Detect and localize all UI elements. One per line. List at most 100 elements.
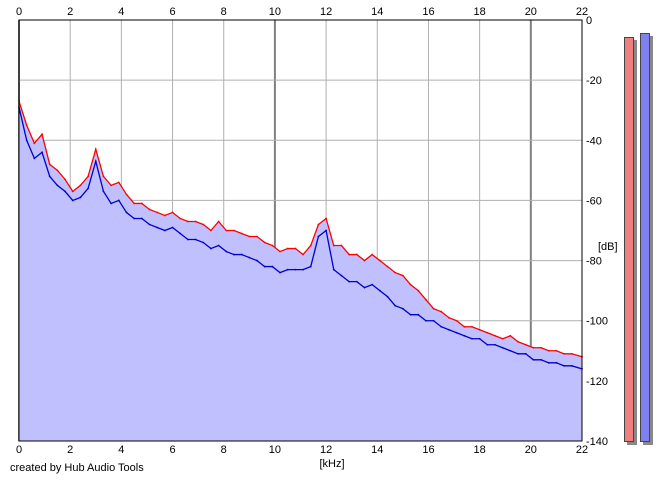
x-tick-label-top: 2 — [67, 6, 73, 18]
data-point-right — [48, 175, 51, 178]
data-point-right — [509, 349, 512, 352]
data-point-right — [210, 247, 212, 250]
data-point-left — [524, 343, 527, 346]
data-point-right — [501, 346, 504, 349]
x-tick-label-top: 14 — [371, 6, 383, 18]
data-point-right — [394, 304, 397, 307]
data-point-right — [41, 151, 43, 154]
x-tick-label-bottom: 6 — [169, 444, 175, 456]
data-point-right — [248, 256, 251, 259]
data-point-left — [148, 208, 151, 211]
data-point-right — [79, 196, 82, 199]
data-point-left — [401, 274, 404, 277]
data-point-left — [110, 184, 113, 187]
data-point-right — [563, 364, 565, 367]
x-tick-label-top: 10 — [269, 6, 281, 18]
data-point-right — [570, 364, 573, 367]
data-point-right — [455, 331, 458, 334]
x-tick-label-bottom: 10 — [269, 444, 281, 456]
x-tick-label-top: 20 — [525, 6, 537, 18]
x-tick-label-bottom: 22 — [576, 444, 588, 456]
data-point-right — [194, 238, 197, 241]
data-point-left — [48, 163, 51, 166]
data-point-left — [87, 175, 89, 178]
data-point-right — [117, 199, 120, 202]
data-point-left — [71, 190, 74, 193]
y-tick-label: -80 — [586, 256, 602, 268]
data-point-right — [156, 226, 159, 229]
y-tick-label: -100 — [586, 316, 608, 328]
data-point-left — [394, 271, 397, 274]
data-point-left — [202, 223, 205, 226]
right-level-meter — [640, 32, 650, 442]
data-point-left — [325, 217, 327, 220]
y-unit-label: [dB] — [598, 241, 618, 253]
y-tick-label: -20 — [586, 75, 602, 87]
data-point-left — [33, 142, 36, 145]
data-point-right — [547, 361, 550, 364]
series-layer — [18, 100, 583, 370]
data-point-left — [517, 340, 519, 343]
data-point-left — [486, 331, 489, 334]
data-point-right — [271, 265, 274, 268]
data-point-right — [401, 307, 404, 310]
credit-text: created by Hub Audio Tools — [10, 462, 144, 474]
data-point-left — [478, 328, 481, 331]
data-point-left — [263, 241, 266, 244]
data-point-left — [378, 259, 381, 262]
data-point-right — [448, 328, 450, 331]
data-point-right — [355, 280, 358, 283]
tick-labels: 002244668810101212141416161818202022220-… — [16, 6, 608, 456]
data-point-left — [179, 217, 182, 220]
data-point-left — [240, 232, 243, 235]
data-point-left — [117, 181, 120, 184]
y-tick-label: -140 — [586, 436, 608, 448]
data-point-left — [332, 244, 335, 247]
y-tick-label: -120 — [586, 376, 608, 388]
data-point-right — [163, 229, 166, 232]
x-tick-label-top: 16 — [422, 6, 434, 18]
x-tick-label-bottom: 12 — [320, 444, 332, 456]
data-point-left — [563, 352, 565, 355]
data-point-right — [94, 160, 97, 163]
y-tick-label: -40 — [586, 135, 602, 147]
data-point-right — [140, 217, 143, 220]
x-tick-label-top: 6 — [169, 6, 175, 18]
data-point-right — [64, 190, 66, 193]
data-point-left — [532, 346, 535, 349]
data-point-right — [133, 217, 136, 220]
data-point-left — [156, 211, 159, 214]
data-point-right — [340, 274, 343, 277]
data-point-right — [309, 265, 312, 268]
data-point-right — [317, 235, 320, 238]
data-point-right — [225, 250, 228, 253]
data-point-left — [309, 244, 312, 247]
data-point-right — [187, 238, 189, 241]
left-level-meter — [624, 36, 634, 442]
data-point-right — [179, 232, 182, 235]
data-point-right — [217, 244, 220, 247]
data-point-right — [440, 325, 443, 328]
data-point-right — [256, 259, 258, 262]
data-point-right — [471, 337, 473, 340]
x-tick-label-bottom: 4 — [118, 444, 124, 456]
data-point-right — [363, 286, 366, 289]
data-point-right — [517, 352, 519, 355]
data-point-right — [332, 268, 335, 271]
data-point-left — [302, 253, 304, 256]
data-point-left — [494, 334, 496, 337]
data-point-left — [140, 202, 143, 205]
data-point-left — [256, 235, 258, 238]
data-point-right — [279, 271, 281, 274]
plot-border — [18, 19, 583, 442]
data-point-right — [302, 268, 304, 271]
data-point-left — [463, 325, 466, 328]
data-point-right — [555, 361, 558, 364]
data-point-left — [570, 352, 573, 355]
data-point-left — [133, 202, 136, 205]
data-point-left — [102, 175, 105, 178]
x-tick-label-top: 0 — [16, 6, 22, 18]
data-point-left — [64, 178, 66, 181]
x-unit-label: [kHz] — [319, 458, 344, 470]
data-point-right — [33, 157, 36, 160]
